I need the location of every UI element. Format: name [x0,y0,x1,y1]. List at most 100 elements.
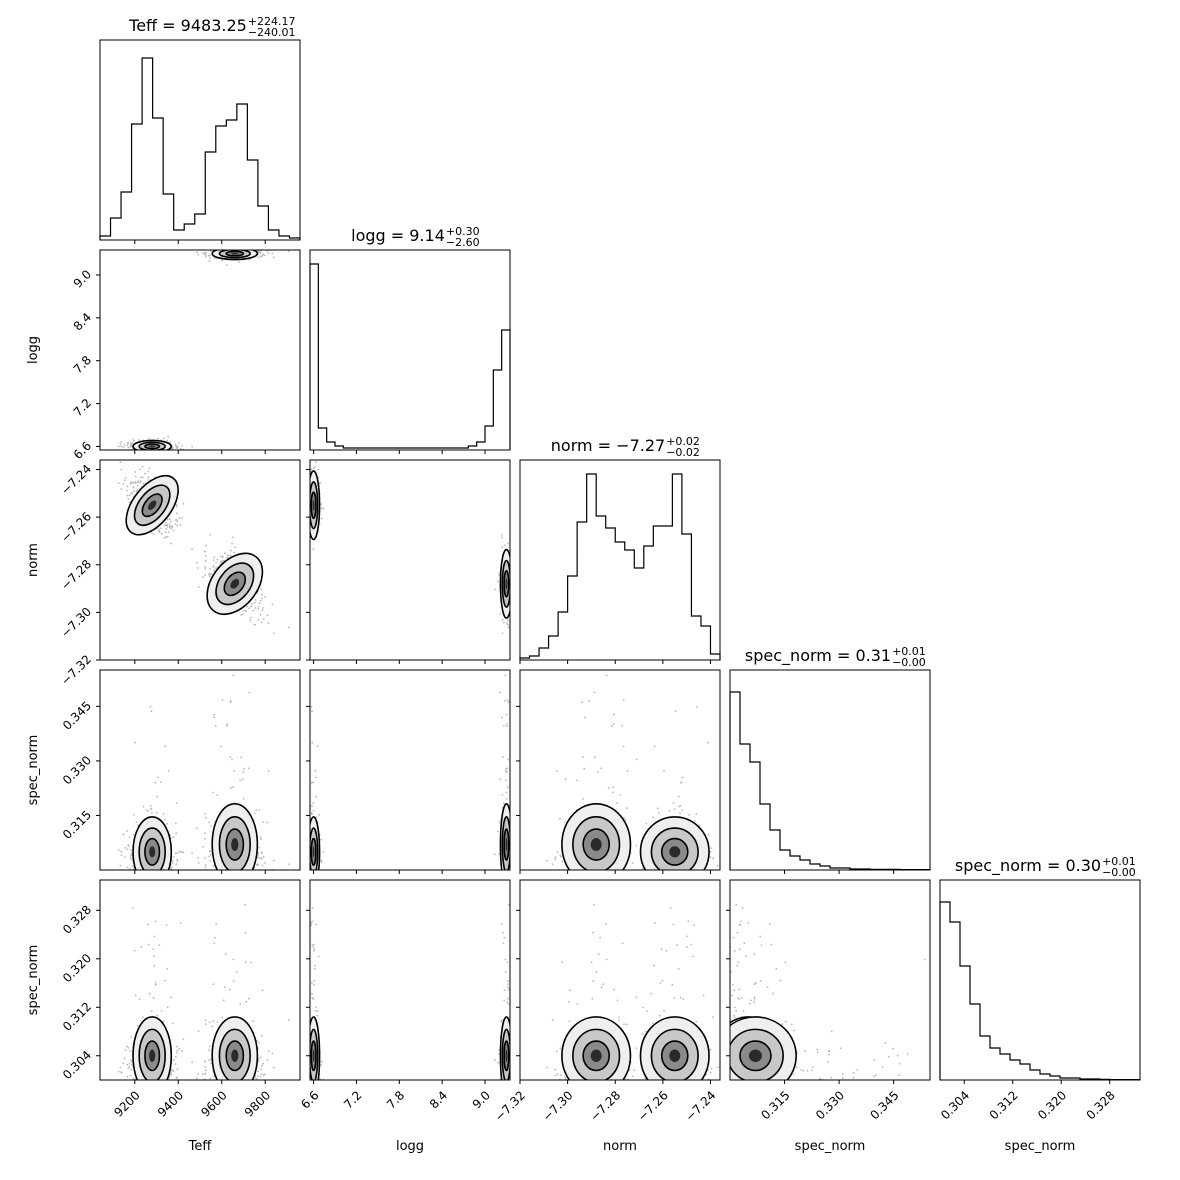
sample-point [219,745,222,748]
sample-point [209,567,211,570]
sample-point [144,472,146,475]
panel-contents [117,674,290,870]
sample-point [308,497,310,499]
scatter-panel-4-1 [99,669,301,871]
sample-point [222,248,224,250]
sample-point [622,699,625,702]
sample-point [241,778,244,781]
sample-point [204,1066,206,1068]
sample-point [168,1076,171,1078]
sample-point [212,791,215,794]
sample-point [232,786,234,789]
sample-point [213,942,216,945]
histogram-step-line [729,691,931,871]
sample-point [209,850,211,853]
sample-point [119,1066,122,1069]
sample-point [122,483,125,485]
panel-contents [306,674,515,870]
sample-point [212,559,215,561]
density-contour-level-4 [230,578,240,589]
sample-point [226,723,228,725]
sample-point [501,536,503,539]
sample-point [154,451,156,453]
sample-point [162,451,164,453]
sample-point [511,588,513,590]
sample-point [255,809,258,812]
sample-point [191,852,194,854]
sample-point [511,856,513,858]
sample-point [261,254,264,257]
sample-point [165,924,168,927]
sample-point [134,482,137,485]
panel-contents [117,903,290,1080]
sample-point [209,853,212,856]
sample-point [212,983,215,986]
sample-point [175,452,177,454]
sample-point [312,781,315,784]
sample-point [221,259,224,262]
sample-point [307,503,309,505]
sample-point [147,923,150,926]
sample-point [306,856,308,858]
sample-point [248,691,251,694]
sample-point [153,964,156,967]
sample-point [136,1024,139,1027]
sample-point [681,809,684,811]
panel-frame [519,459,721,661]
sample-point [506,725,508,727]
sample-point [117,445,120,448]
sample-point [712,857,714,860]
sample-point [175,446,178,449]
sample-point [175,505,178,508]
sample-point [513,813,515,815]
sample-point [511,624,513,626]
sample-point [166,822,169,825]
density-contour-level-4 [505,578,508,590]
sample-point [120,441,123,443]
sample-point [209,254,211,257]
sample-point [244,961,247,964]
sample-point [554,858,557,860]
sample-point [512,578,514,580]
sample-point [178,1047,181,1050]
sample-point [287,250,290,253]
sample-point [119,461,122,464]
sample-point [208,1059,210,1062]
sample-point [166,523,169,526]
sample-point [507,619,509,621]
sample-point [499,613,502,616]
title-equals: = [157,16,181,35]
sample-point [307,490,309,492]
sample-point [506,723,508,725]
sample-point [152,948,155,951]
sample-point [312,810,315,812]
sample-point [259,1076,262,1078]
sample-point [220,561,222,564]
sample-point [511,571,513,573]
title-value: 9.14 [409,226,445,245]
sample-point [584,716,586,719]
sample-point [233,770,236,772]
sample-point [212,1020,215,1023]
sample-point [178,442,181,444]
sample-point [318,814,321,816]
sample-point [221,699,224,702]
sample-point [612,791,614,794]
diagonal-title-5: spec_norm = 0.30 [955,856,1101,876]
sample-point [203,1060,206,1063]
sample-point [176,1068,179,1070]
sample-point [120,850,123,853]
sample-point [172,529,175,532]
sample-point [311,805,313,807]
title-label: norm [551,436,593,455]
sample-point [138,998,141,1000]
sample-point [214,567,217,570]
sample-point [129,856,132,859]
sample-point [213,1075,216,1078]
sample-point [498,821,501,824]
sample-point [171,1022,174,1025]
sample-point [266,1059,269,1061]
sample-point [674,710,677,713]
sample-point [244,903,246,906]
